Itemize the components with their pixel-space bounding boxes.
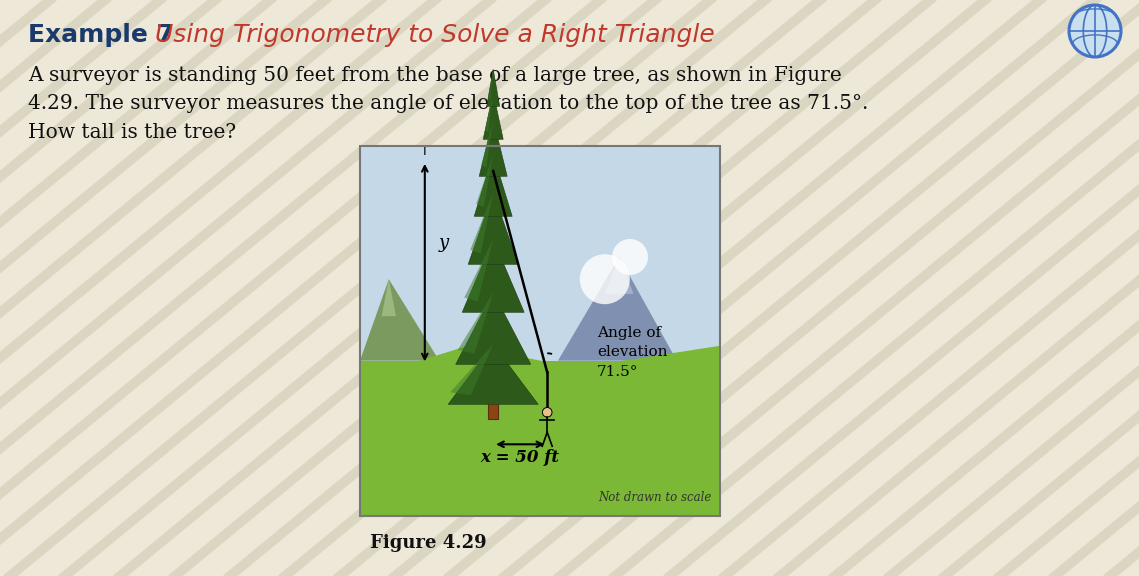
Polygon shape <box>480 119 507 176</box>
Text: y: y <box>439 234 449 252</box>
Text: Example 7: Example 7 <box>28 23 174 47</box>
Circle shape <box>612 239 648 275</box>
Text: x = 50 ft: x = 50 ft <box>481 449 559 467</box>
Polygon shape <box>489 69 493 101</box>
Circle shape <box>542 407 552 417</box>
Polygon shape <box>360 346 720 516</box>
Circle shape <box>580 254 630 304</box>
Text: T: T <box>421 145 428 158</box>
Polygon shape <box>360 279 440 361</box>
Polygon shape <box>605 257 633 294</box>
Polygon shape <box>465 239 493 301</box>
Polygon shape <box>382 279 396 316</box>
Bar <box>360 146 720 361</box>
Text: Not drawn to scale: Not drawn to scale <box>599 491 712 504</box>
Polygon shape <box>481 119 493 168</box>
Polygon shape <box>483 92 503 139</box>
Circle shape <box>1070 5 1121 57</box>
Polygon shape <box>474 154 513 217</box>
Polygon shape <box>558 257 677 361</box>
Polygon shape <box>486 69 500 107</box>
Text: Using Trigonometry to Solve a Right Triangle: Using Trigonometry to Solve a Right Tria… <box>155 23 715 47</box>
Polygon shape <box>462 239 524 312</box>
Text: 4.29. The surveyor measures the angle of elevation to the top of the tree as 71.: 4.29. The surveyor measures the angle of… <box>28 94 868 113</box>
Bar <box>360 361 720 516</box>
Polygon shape <box>485 92 493 132</box>
Polygon shape <box>468 192 518 264</box>
Polygon shape <box>449 344 539 404</box>
Polygon shape <box>450 344 493 395</box>
Bar <box>489 364 498 419</box>
Polygon shape <box>458 292 493 354</box>
Text: Angle of
elevation
71.5°: Angle of elevation 71.5° <box>597 326 667 379</box>
Polygon shape <box>470 192 493 253</box>
Text: A surveyor is standing 50 feet from the base of a large tree, as shown in Figure: A surveyor is standing 50 feet from the … <box>28 66 842 85</box>
Polygon shape <box>456 292 531 364</box>
Text: Figure 4.29: Figure 4.29 <box>370 534 486 552</box>
Bar <box>360 146 720 516</box>
Text: How tall is the tree?: How tall is the tree? <box>28 123 236 142</box>
Polygon shape <box>476 154 493 207</box>
